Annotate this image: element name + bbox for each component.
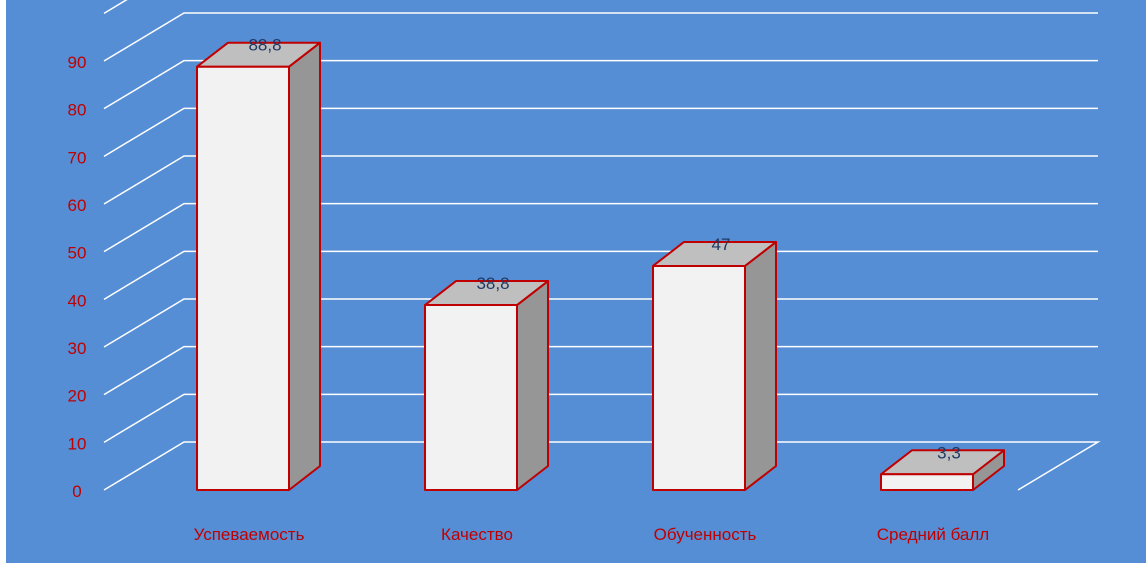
data-label: 38,8 bbox=[476, 274, 509, 293]
y-tick-label: 30 bbox=[68, 339, 87, 358]
data-label: 3,3 bbox=[937, 443, 961, 462]
x-axis-ticks: Успеваемость Качество Обученность Средний б… bbox=[194, 525, 990, 544]
data-label: 88,8 bbox=[248, 36, 281, 55]
bars bbox=[196, 41, 1005, 492]
gridline bbox=[103, 202, 1098, 253]
bar-front bbox=[880, 473, 974, 491]
bar-side bbox=[744, 240, 777, 491]
bar-front bbox=[424, 304, 518, 492]
y-tick-label: 0 bbox=[72, 482, 81, 501]
x-tick-label: Средний балл bbox=[877, 525, 989, 544]
gridline bbox=[103, 59, 1098, 110]
y-tick-label: 10 bbox=[68, 434, 87, 453]
gridline bbox=[103, 441, 1101, 491]
bar-side bbox=[288, 41, 321, 491]
data-labels: 88,8 38,8 47 3,3 bbox=[248, 36, 960, 463]
y-axis-ticks: 0 10 20 30 40 50 60 70 80 90 bbox=[68, 53, 87, 501]
y-tick-label: 60 bbox=[68, 196, 87, 215]
bar-front bbox=[196, 65, 290, 491]
data-label: 47 bbox=[712, 235, 731, 254]
bar bbox=[880, 449, 1005, 491]
bar-side bbox=[516, 280, 549, 491]
gridline bbox=[103, 155, 1098, 205]
y-tick-label: 80 bbox=[68, 101, 87, 120]
y-tick-label: 40 bbox=[68, 291, 87, 310]
gridline bbox=[103, 107, 1098, 157]
bar bbox=[424, 280, 549, 492]
y-tick-label: 50 bbox=[68, 244, 87, 263]
y-tick-label: 70 bbox=[68, 148, 87, 167]
bar bbox=[196, 41, 321, 491]
gridline bbox=[103, 12, 1098, 62]
gridline bbox=[103, 345, 1098, 396]
x-tick-label: Успеваемость bbox=[194, 525, 305, 544]
gridline bbox=[103, 393, 1098, 443]
gridline bbox=[103, 250, 1098, 300]
x-tick-label: Обученность bbox=[654, 525, 757, 544]
y-tick-label: 20 bbox=[68, 387, 87, 406]
gridline bbox=[103, 298, 1098, 348]
y-tick-label: 90 bbox=[68, 53, 87, 72]
x-tick-label: Качество bbox=[441, 525, 513, 544]
bar-front bbox=[652, 264, 746, 492]
gridlines bbox=[103, 0, 1101, 491]
bar bbox=[652, 240, 777, 492]
